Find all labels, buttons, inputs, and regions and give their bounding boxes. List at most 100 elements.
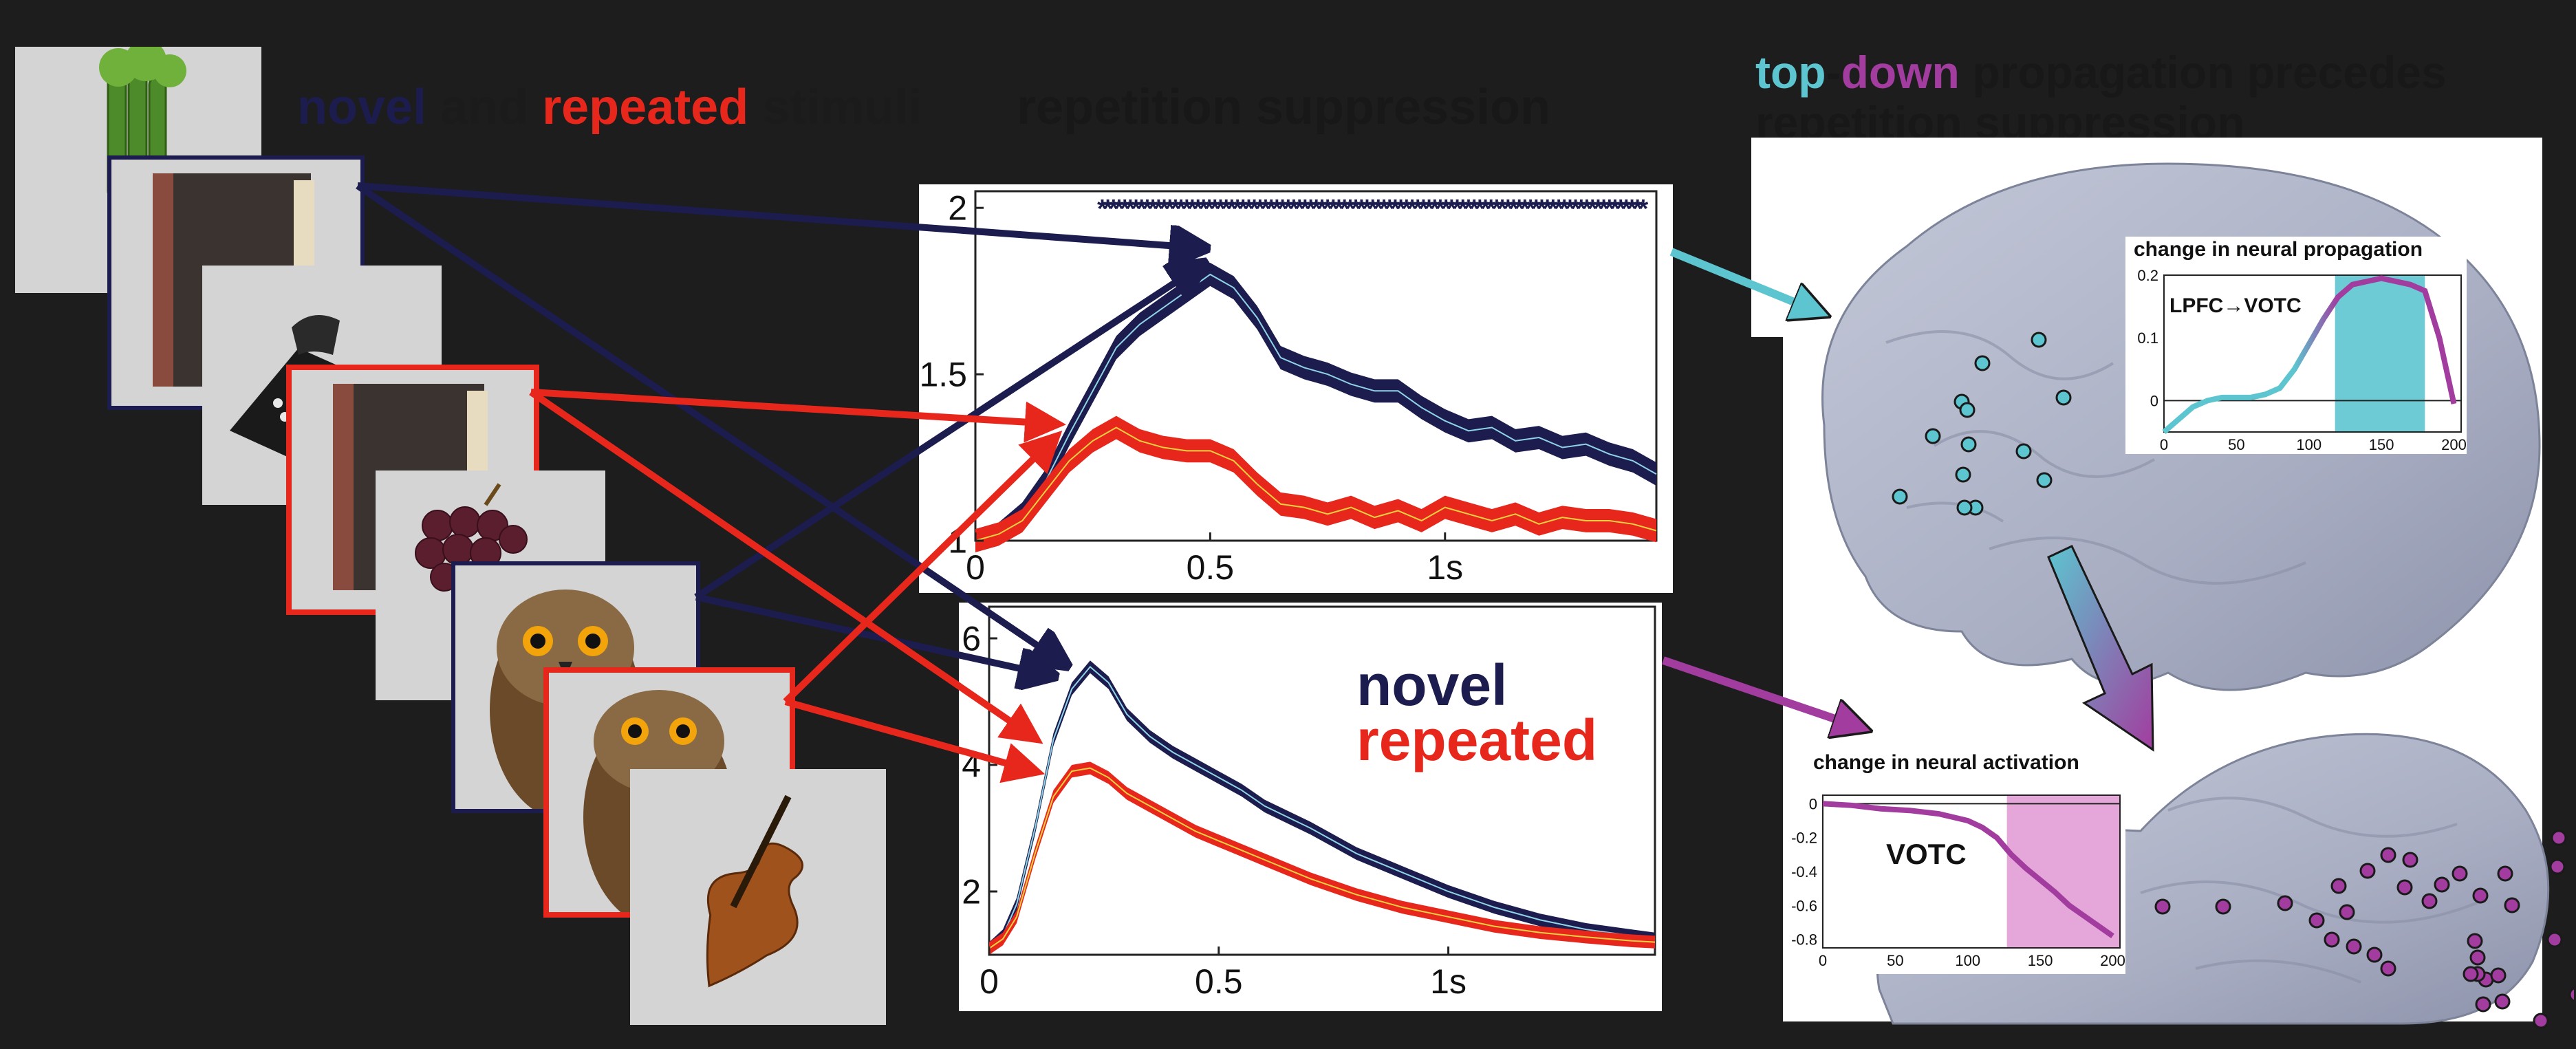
significance-star: * <box>1233 195 1243 224</box>
header-dash: - <box>1826 47 1841 98</box>
inset-x-tick-label: 0 <box>1819 952 1827 969</box>
significance-star: * <box>1638 195 1648 224</box>
significance-star: * <box>1226 195 1237 224</box>
significance-star: * <box>1385 195 1395 224</box>
header-novel: novel <box>297 80 427 135</box>
significance-star: * <box>1576 195 1586 224</box>
activation-inset: change in neural activation 0 50 100 150 200… <box>1790 748 2125 974</box>
inset-y-tick-label: -0.6 <box>1791 897 1817 914</box>
significance-star: * <box>1221 195 1231 224</box>
header-down: down <box>1841 47 1960 98</box>
inset-y-tick-label: 0 <box>1809 795 1817 812</box>
legend-repeated: repeated <box>1356 708 1598 772</box>
significance-star: * <box>1531 195 1541 224</box>
significance-star: * <box>1362 195 1372 224</box>
significance-star: * <box>1328 195 1339 224</box>
significance-star: * <box>1244 195 1254 224</box>
significance-star: * <box>1599 195 1609 224</box>
plot-frame <box>988 605 1656 956</box>
activation-title: change in neural activation <box>1813 751 2079 774</box>
inset-x-tick-label: 200 <box>2100 952 2125 969</box>
inset-x-tick-label: 50 <box>2228 436 2244 453</box>
y-tick-label: 1 <box>948 522 967 561</box>
significance-star: * <box>1514 195 1524 224</box>
significance-star: * <box>1210 195 1220 224</box>
x-tick-label: 0.5 <box>1195 962 1243 1001</box>
series-line-novel <box>988 665 1656 949</box>
significance-star: * <box>1334 195 1344 224</box>
significance-star: * <box>1497 195 1508 224</box>
stimuli-header: novel and repeated stimuli <box>297 83 922 132</box>
significance-star: * <box>1300 195 1310 224</box>
inset-x-tick-label: 100 <box>1955 952 1980 969</box>
repetition-chart-top: 0 0.5 1s 1 1.5 2 * * * * * * * * * * * * * * * * * * * * * * * * * * * * *… <box>919 184 1673 593</box>
inset-x-tick-label: 100 <box>2296 436 2321 453</box>
significance-star: * <box>1266 195 1277 224</box>
significance-star: * <box>1283 195 1293 224</box>
propagation-title: change in neural propagation <box>2134 238 2423 261</box>
significance-star: * <box>1582 195 1592 224</box>
activation-svg: 0 50 100 150 200 0 -0.2 -0.4 -0.6 -0.8 <box>1791 794 2125 969</box>
inset-x-tick-label: 200 <box>2441 436 2467 453</box>
inset-x-tick-label: 50 <box>1887 952 1903 969</box>
y-tick-label: 4 <box>962 746 981 785</box>
inset-y-tick-label: 0.2 <box>2137 267 2158 284</box>
inset-line <box>2162 275 2457 435</box>
significance-star: * <box>1424 195 1434 224</box>
inset-y-tick-label: 0.1 <box>2137 329 2158 347</box>
stimulus-violin <box>630 769 886 1025</box>
significance-star: * <box>1542 195 1552 224</box>
inset-frame <box>2163 274 2462 433</box>
propagation-inset: change in neural propagation 0 50 100 150 20… <box>2125 237 2467 454</box>
significance-star: * <box>1554 195 1564 224</box>
significance-star: * <box>1565 195 1575 224</box>
significance-window <box>2006 795 2120 948</box>
significance-star: * <box>1458 195 1468 224</box>
magenta-electrodes <box>2154 830 2574 1029</box>
header-top: top <box>1755 47 1826 98</box>
significance-star: * <box>1604 195 1614 224</box>
y-tick-label: 2 <box>948 189 967 228</box>
significance-star: * <box>1289 195 1299 224</box>
propagation-svg: 0 50 100 150 200 0 0.1 0.2 <box>2137 267 2467 453</box>
significance-star: * <box>1323 195 1333 224</box>
significance-star: * <box>1526 195 1536 224</box>
significance-star: * <box>1351 195 1361 224</box>
significance-star: * <box>1559 195 1570 224</box>
significance-star: * <box>1295 195 1305 224</box>
significance-star: * <box>1345 195 1355 224</box>
significance-star: * <box>1396 195 1406 224</box>
repetition-chart-bottom: 0 0.5 1s 2 4 6 novel repeated <box>959 603 1662 1011</box>
inset-line <box>1822 801 2114 939</box>
significance-star: * <box>1429 195 1440 224</box>
significance-star: * <box>1447 195 1457 224</box>
header-repeated: repeated <box>542 80 749 135</box>
violin-image <box>706 794 804 988</box>
significance-star: * <box>1548 195 1558 224</box>
significance-star: * <box>1356 195 1367 224</box>
x-tick-label: 0 <box>966 548 985 587</box>
significance-star: * <box>1469 195 1480 224</box>
significance-star: * <box>1367 195 1378 224</box>
inset-y-tick-label: 0 <box>2150 392 2158 409</box>
cyan-electrodes <box>1892 332 2072 516</box>
x-tick-label: 1s <box>1427 548 1463 587</box>
topdown-header: top-down propagation precedes <box>1755 50 2447 95</box>
significance-star: * <box>1407 195 1418 224</box>
inset-x-tick-label: 0 <box>2160 436 2168 453</box>
inset-x-tick-label: 150 <box>2369 436 2394 453</box>
significance-star: * <box>1570 195 1581 224</box>
propagation-label: LPFC→VOTC <box>2169 294 2302 317</box>
inset-y-tick-label: -0.8 <box>1791 931 1817 949</box>
legend-novel: novel <box>1356 653 1508 717</box>
significance-star: * <box>1503 195 1513 224</box>
significance-star: * <box>1317 195 1327 224</box>
significance-star: * <box>1198 195 1209 224</box>
significance-star: * <box>1255 195 1265 224</box>
significance-star: * <box>1475 195 1485 224</box>
significance-star: * <box>1401 195 1411 224</box>
significance-star: * <box>1491 195 1502 224</box>
inset-frame <box>1822 794 2121 949</box>
chart-bottom-svg: 0 0.5 1s 2 4 6 <box>962 605 1656 1001</box>
